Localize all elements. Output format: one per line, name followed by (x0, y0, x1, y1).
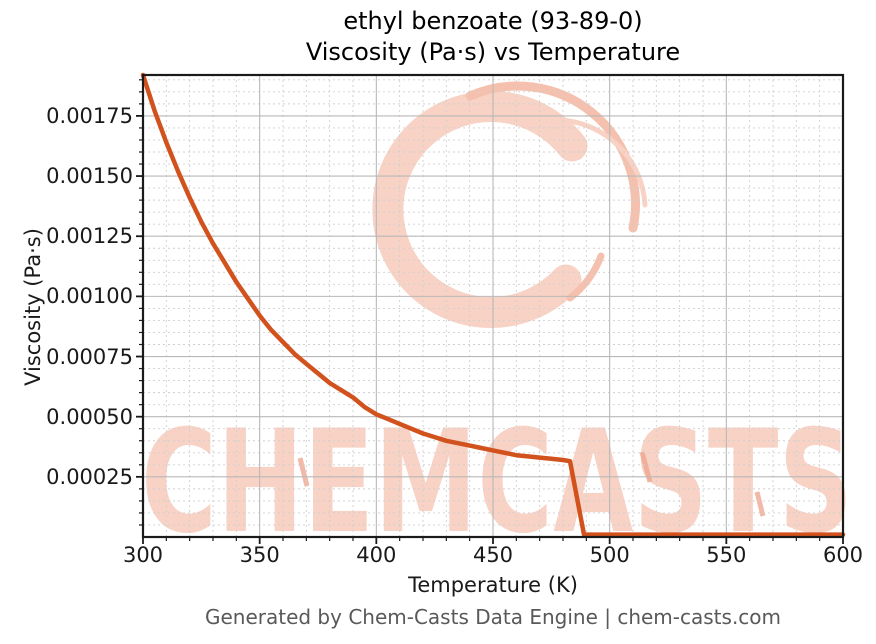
watermark-swoosh-icon (465, 81, 640, 233)
watermark-speck (754, 491, 766, 517)
x-tick-label: 300 (122, 543, 164, 567)
chart-title-line2: Viscosity (Pa·s) vs Temperature (305, 38, 681, 66)
chart-title: ethyl benzoate (93-89-0) Viscosity (Pa·s… (143, 6, 843, 68)
x-tick-label: 600 (822, 543, 864, 567)
watermark-swoosh2-icon (557, 117, 648, 208)
y-tick-label: 0.00050 (46, 404, 133, 429)
chart-title-line1: ethyl benzoate (93-89-0) (343, 7, 643, 35)
major-gridlines (143, 75, 843, 537)
y-tick-label: 0.00150 (46, 164, 133, 189)
y-tick-label: 0.00075 (46, 344, 133, 369)
y-tick-label: 0.00125 (46, 224, 133, 249)
x-tick-label: 400 (356, 543, 397, 567)
watermark: CHEMCASTS (141, 81, 853, 565)
y-tick-label: 0.00175 (46, 103, 133, 128)
x-tick-label: 550 (706, 543, 747, 567)
watermark-speck (297, 457, 310, 487)
y-tick-label: 0.00100 (46, 284, 133, 309)
watermark-hook-icon (566, 252, 605, 302)
tick-marks (136, 79, 844, 544)
x-tick-label: 500 (589, 543, 630, 567)
watermark-text: CHEMCASTS (141, 400, 853, 565)
y-tick-label: 0.00025 (46, 464, 133, 489)
x-axis-label: Temperature (K) (408, 573, 578, 597)
viscosity-curve (140, 72, 846, 537)
watermark-ring-icon (372, 91, 588, 328)
x-tick-label: 450 (472, 543, 514, 567)
x-tick-label: 350 (239, 543, 280, 567)
footer-attribution: Generated by Chem-Casts Data Engine | ch… (204, 605, 782, 629)
